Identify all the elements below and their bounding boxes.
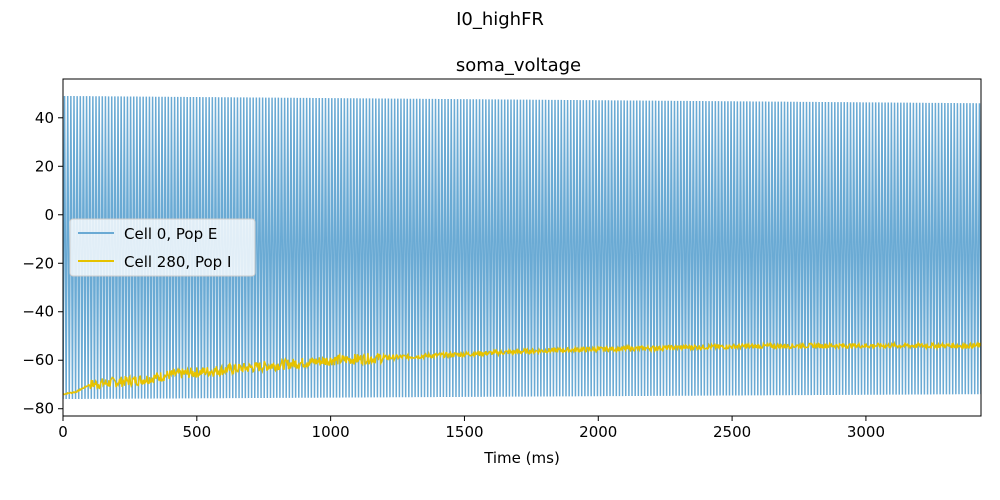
x-tick-label: 2500 [713,423,751,441]
y-tick-label: −40 [22,303,54,321]
series-line-cell-280-pop-i [63,340,981,396]
x-tick-label: 1500 [445,423,483,441]
y-tick-label: −20 [22,254,54,272]
y-tick-label: −80 [22,400,54,418]
y-axis: 40 20 0 −20 −40 −60 −80 [22,109,63,418]
x-tick-label: 0 [58,423,68,441]
y-tick-label: 20 [35,157,54,175]
legend-box [69,218,256,277]
x-axis-label: Time (ms) [483,449,560,467]
x-tick-label: 500 [182,423,211,441]
legend-label-cell-280-pop-i: Cell 280, Pop I [124,253,231,271]
figure-suptitle: I0_highFR [456,9,544,30]
x-tick-label: 2000 [579,423,617,441]
y-tick-label: −60 [22,351,54,369]
plot-frame [62,78,982,417]
x-axis: 0 500 1000 1500 2000 2500 3000 [58,416,885,441]
y-tick-label: 0 [44,206,54,224]
x-tick-label: 3000 [847,423,885,441]
legend-label-cell-0-pop-e: Cell 0, Pop E [124,225,217,243]
legend: Cell 0, Pop E Cell 280, Pop I [69,218,256,277]
chart-title: soma_voltage [456,55,581,76]
y-tick-label: 40 [35,109,54,127]
x-tick-label: 1000 [312,423,350,441]
